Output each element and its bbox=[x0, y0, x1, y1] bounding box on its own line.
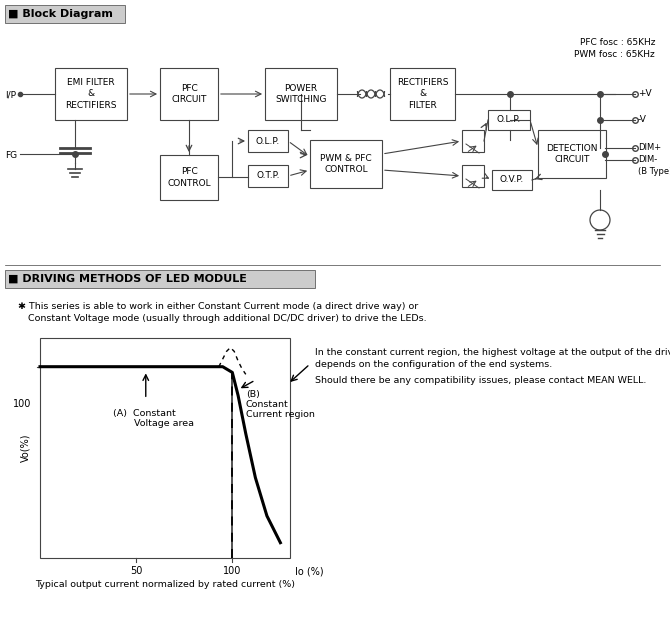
Text: FG: FG bbox=[5, 151, 17, 160]
Bar bbox=[55, 68, 127, 120]
Bar bbox=[310, 140, 382, 188]
Text: EMI FILTER
&
RECTIFIERS: EMI FILTER & RECTIFIERS bbox=[65, 78, 117, 110]
Bar bbox=[160, 155, 218, 200]
Text: +V: +V bbox=[638, 90, 652, 99]
Text: I/P: I/P bbox=[5, 90, 16, 99]
Text: DIM+: DIM+ bbox=[638, 144, 661, 153]
Text: Vo(%): Vo(%) bbox=[20, 434, 30, 462]
Text: (B Type): (B Type) bbox=[638, 167, 670, 176]
Text: 100: 100 bbox=[223, 566, 241, 576]
Text: DETECTION
CIRCUIT: DETECTION CIRCUIT bbox=[546, 144, 598, 164]
Text: O.L.P.: O.L.P. bbox=[497, 115, 521, 124]
Bar bbox=[5, 270, 315, 288]
Text: PWM fosc : 65KHz: PWM fosc : 65KHz bbox=[574, 50, 655, 59]
Bar bbox=[488, 110, 530, 130]
Text: depends on the configuration of the end systems.: depends on the configuration of the end … bbox=[315, 360, 552, 369]
Text: Should there be any compatibility issues, please contact MEAN WELL.: Should there be any compatibility issues… bbox=[315, 376, 647, 385]
Text: PFC fosc : 65KHz: PFC fosc : 65KHz bbox=[580, 38, 655, 47]
Text: 100: 100 bbox=[13, 399, 31, 409]
Text: ■ Block Diagram: ■ Block Diagram bbox=[8, 9, 113, 19]
Text: In the constant current region, the highest voltage at the output of the driver: In the constant current region, the high… bbox=[315, 348, 670, 357]
Text: PFC
CIRCUIT: PFC CIRCUIT bbox=[172, 83, 206, 104]
Text: (B)
Constant
Current region: (B) Constant Current region bbox=[246, 390, 315, 419]
Bar bbox=[462, 165, 484, 187]
Bar bbox=[160, 68, 218, 120]
Text: Constant Voltage mode (usually through additional DC/DC driver) to drive the LED: Constant Voltage mode (usually through a… bbox=[28, 314, 427, 323]
Text: ✱ This series is able to work in either Constant Current mode (a direct drive wa: ✱ This series is able to work in either … bbox=[18, 302, 418, 311]
Bar bbox=[390, 68, 455, 120]
Bar bbox=[492, 170, 532, 190]
Text: POWER
SWITCHING: POWER SWITCHING bbox=[275, 83, 327, 104]
Text: -V: -V bbox=[638, 115, 647, 124]
Bar bbox=[5, 5, 125, 23]
Bar bbox=[265, 68, 337, 120]
Bar bbox=[248, 165, 288, 187]
Text: O.V.P.: O.V.P. bbox=[500, 176, 524, 185]
Text: ■ DRIVING METHODS OF LED MODULE: ■ DRIVING METHODS OF LED MODULE bbox=[8, 274, 247, 284]
Text: O.L.P.: O.L.P. bbox=[256, 137, 280, 146]
Bar bbox=[462, 130, 484, 152]
Bar bbox=[538, 130, 606, 178]
Text: PFC
CONTROL: PFC CONTROL bbox=[168, 167, 211, 188]
Text: RECTIFIERS
&
FILTER: RECTIFIERS & FILTER bbox=[397, 78, 448, 110]
Text: DIM-: DIM- bbox=[638, 156, 657, 165]
Bar bbox=[248, 130, 288, 152]
Text: Io (%): Io (%) bbox=[295, 566, 324, 576]
Text: PWM & PFC
CONTROL: PWM & PFC CONTROL bbox=[320, 154, 372, 174]
Text: (A)  Constant
       Voltage area: (A) Constant Voltage area bbox=[113, 409, 194, 428]
Text: O.T.P.: O.T.P. bbox=[256, 172, 280, 181]
Text: Typical output current normalized by rated current (%): Typical output current normalized by rat… bbox=[35, 580, 295, 589]
Bar bbox=[40, 338, 290, 558]
Text: 50: 50 bbox=[130, 566, 142, 576]
